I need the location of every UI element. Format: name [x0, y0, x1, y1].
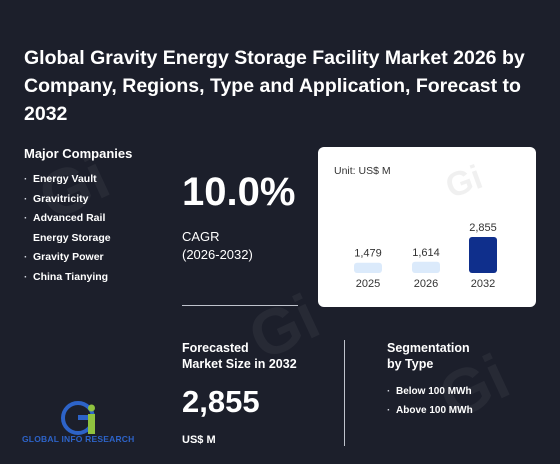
data-label: 1,614 — [412, 247, 440, 259]
bar-2032 — [469, 237, 497, 273]
bullet-icon: · — [24, 213, 28, 224]
bar-2026 — [412, 261, 440, 273]
forecast-unit: US$ M — [182, 434, 216, 446]
bullet-icon: · — [24, 174, 28, 185]
forecast-value: 2,855 — [182, 384, 260, 419]
data-label: 1,479 — [354, 248, 382, 260]
x-tick-label: 2026 — [414, 278, 438, 290]
list-item: · Advanced Rail — [24, 209, 174, 229]
major-companies-heading: Major Companies — [24, 146, 133, 161]
cagr-label-line2: (2026-2032) — [182, 247, 253, 262]
list-item: · Gravity Power — [24, 248, 174, 268]
segmentation-heading: Segmentation by Type — [387, 340, 537, 372]
page-title: Global Gravity Energy Storage Facility M… — [24, 47, 525, 125]
chart-bars: 1,479 2025 1,614 2026 2,855 2032 — [354, 222, 497, 290]
bullet-icon: · — [24, 193, 28, 205]
chart-unit-label: Unit: US$ M — [334, 165, 391, 177]
cagr-label-line1: CAGR — [182, 229, 220, 244]
list-item: · Gravitricity — [24, 190, 174, 210]
data-label: 2,855 — [469, 222, 497, 234]
list-item: · Above 100 MWh — [387, 401, 537, 420]
list-item: · Energy Vault — [24, 170, 174, 190]
logo-text: GLOBAL INFO RESEARCH — [22, 434, 135, 444]
segmentation-heading-line1: Segmentation — [387, 341, 470, 355]
segmentation-heading-line2: by Type — [387, 357, 434, 371]
cagr-label: CAGR (2026-2032) — [182, 228, 253, 264]
segmentation-section: Segmentation by Type · Below 100 MWh · Abo… — [387, 340, 537, 420]
forecast-label-line1: Forecasted — [182, 341, 249, 355]
bullet-icon: · — [24, 271, 28, 283]
chart-svg: Unit: US$ M Gi 1,479 2025 1,614 2026 2,855 20… — [334, 158, 497, 290]
bullet-icon: · — [24, 252, 28, 263]
x-tick-label: 2032 — [471, 278, 495, 290]
market-size-chart: Unit: US$ M Gi 1,479 2025 1,614 2026 2,855 20… — [318, 147, 536, 307]
major-companies-section: Major Companies · Energy Vault · Gravitric… — [24, 146, 174, 287]
list-item: Energy Storage — [33, 231, 111, 244]
chart-watermark: Gi — [441, 158, 488, 206]
cagr-value: 10.0% — [182, 170, 296, 214]
forecast-label: Forecasted Market Size in 2032 — [182, 340, 297, 372]
divider — [182, 305, 298, 306]
bar-2025 — [354, 262, 382, 273]
bullet-icon: · — [387, 386, 391, 397]
x-tick-label: 2025 — [356, 278, 380, 290]
company-list: · Energy Vault · Gravitricity · Advanced Ra… — [24, 170, 174, 287]
list-item: · China Tianying — [24, 268, 174, 288]
bullet-icon: · — [387, 405, 391, 416]
list-item: · Below 100 MWh — [387, 382, 537, 401]
vertical-divider — [344, 340, 345, 446]
logo-icon — [61, 401, 95, 435]
forecast-label-line2: Market Size in 2032 — [182, 357, 297, 371]
segment-list: · Below 100 MWh · Above 100 MWh — [387, 382, 537, 420]
